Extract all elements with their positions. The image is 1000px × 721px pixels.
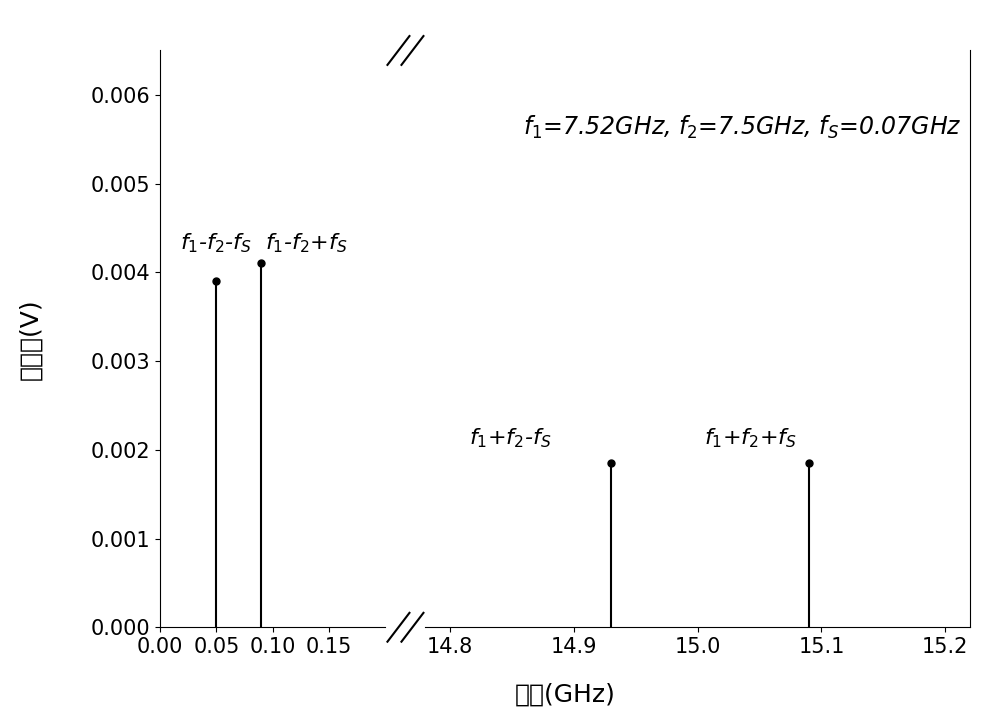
Text: $f_1$-$f_2$+$f_S$: $f_1$-$f_2$+$f_S$ [265,231,347,255]
Text: $f_1$+$f_2$-$f_S$: $f_1$+$f_2$-$f_S$ [469,426,551,450]
Text: $f_1$-$f_2$-$f_S$: $f_1$-$f_2$-$f_S$ [180,231,252,255]
Text: 频率(GHz): 频率(GHz) [515,683,615,707]
Text: 幅度值(V): 幅度值(V) [18,298,42,380]
Text: $f_1$=7.52GHz, $f_2$=7.5GHz, $f_S$=0.07GHz: $f_1$=7.52GHz, $f_2$=7.5GHz, $f_S$=0.07G… [523,114,962,141]
Text: $f_1$+$f_2$+$f_S$: $f_1$+$f_2$+$f_S$ [704,426,797,450]
